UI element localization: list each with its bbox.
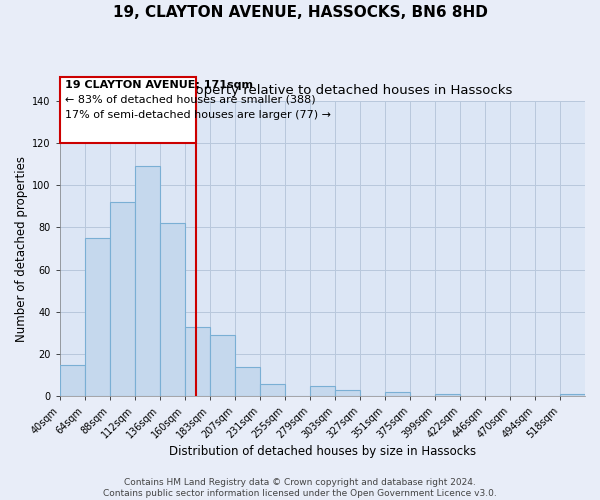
Bar — [185, 326, 210, 396]
Text: ← 83% of detached houses are smaller (388): ← 83% of detached houses are smaller (38… — [65, 95, 316, 105]
Bar — [235, 367, 260, 396]
Bar — [435, 394, 460, 396]
Bar — [260, 384, 285, 396]
Bar — [310, 386, 335, 396]
Y-axis label: Number of detached properties: Number of detached properties — [15, 156, 28, 342]
Text: 19, CLAYTON AVENUE, HASSOCKS, BN6 8HD: 19, CLAYTON AVENUE, HASSOCKS, BN6 8HD — [113, 5, 487, 20]
Bar — [85, 238, 110, 396]
Text: 17% of semi-detached houses are larger (77) →: 17% of semi-detached houses are larger (… — [65, 110, 331, 120]
Bar — [560, 394, 585, 396]
Bar — [210, 335, 235, 396]
Bar — [135, 166, 160, 396]
Text: Contains HM Land Registry data © Crown copyright and database right 2024.
Contai: Contains HM Land Registry data © Crown c… — [103, 478, 497, 498]
Bar — [110, 202, 135, 396]
X-axis label: Distribution of detached houses by size in Hassocks: Distribution of detached houses by size … — [169, 444, 476, 458]
Bar — [385, 392, 410, 396]
Title: Size of property relative to detached houses in Hassocks: Size of property relative to detached ho… — [133, 84, 512, 97]
Bar — [335, 390, 360, 396]
Bar — [59, 364, 85, 396]
Bar — [160, 223, 185, 396]
FancyBboxPatch shape — [59, 77, 196, 143]
Text: 19 CLAYTON AVENUE: 171sqm: 19 CLAYTON AVENUE: 171sqm — [65, 80, 253, 90]
